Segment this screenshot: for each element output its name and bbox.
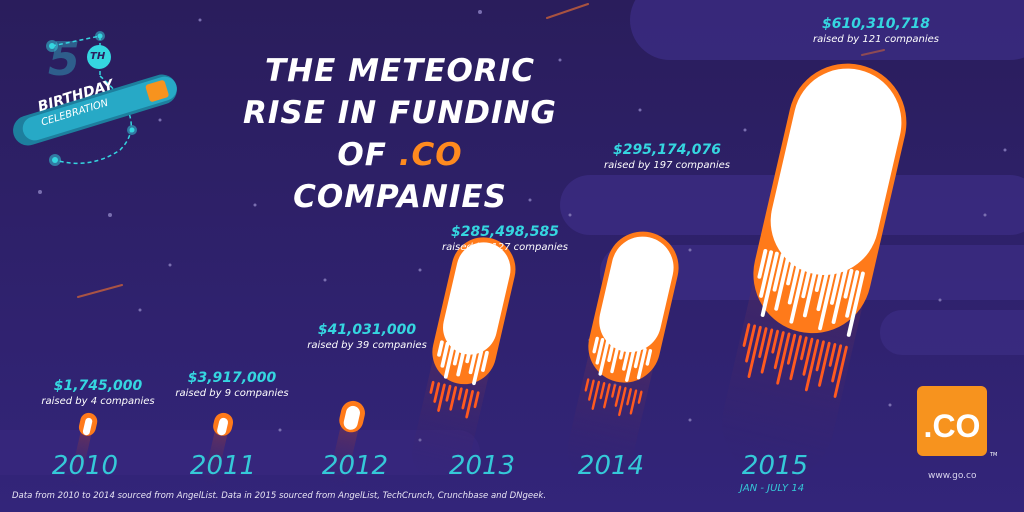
meteor-bar-2012 — [329, 400, 365, 487]
logo-trademark: TM — [990, 452, 998, 458]
website-url: www.go.co — [928, 471, 977, 481]
meteor-bar-2010 — [69, 412, 98, 487]
title-line-3-suffix: COMPANIES — [293, 179, 507, 215]
title-line-3-prefix: OF — [337, 137, 399, 173]
value-label-2012: $41,031,000 raised by 39 companies — [307, 322, 427, 352]
companies-count: raised by 9 companies — [175, 388, 289, 399]
year-label-2014: 2014 — [577, 451, 645, 481]
meteor-bar-2014 — [567, 231, 679, 483]
amount-value: $1,745,000 — [53, 378, 143, 394]
title-line-3: OF .CO COMPANIES — [235, 134, 565, 218]
year-label-2011: 2011 — [189, 451, 257, 481]
meteor-bars — [69, 63, 907, 487]
cloud-bands — [0, 0, 1024, 475]
value-label-2015: $610,310,718 raised by 121 companies — [813, 16, 939, 46]
shooting-stars — [77, 3, 885, 298]
stars — [38, 10, 1007, 442]
amount-value: $41,031,000 — [317, 322, 417, 338]
meteor-bar-2013 — [411, 237, 516, 483]
year-label-2015: 2015 — [741, 451, 809, 481]
amount-value: $285,498,585 — [450, 224, 560, 240]
value-label-2013: $285,498,585 raised by 127 companies — [442, 224, 568, 254]
companies-count: raised by 121 companies — [813, 34, 939, 45]
title-line-1: THE METEORIC — [265, 53, 535, 89]
co-logo: .CO — [917, 386, 987, 456]
companies-count: raised by 4 companies — [41, 396, 155, 407]
year-subtitle-2015: JAN - JULY 14 — [739, 483, 805, 494]
value-label-2011: $3,917,000 raised by 9 companies — [175, 370, 288, 400]
logo-text: .CO — [923, 408, 981, 444]
meteor-bar-2011 — [203, 412, 234, 487]
page-title: THE METEORIC RISE IN FUNDING OF .CO COMP… — [235, 50, 565, 218]
title-highlight: .CO — [398, 137, 463, 173]
amount-value: $295,174,076 — [612, 142, 722, 158]
year-label-2012: 2012 — [321, 451, 389, 481]
amount-value: $610,310,718 — [821, 16, 931, 32]
title-line-2: RISE IN FUNDING — [243, 95, 557, 131]
companies-count: raised by 127 companies — [442, 242, 568, 253]
year-label-2013: 2013 — [448, 451, 516, 481]
year-label-2010: 2010 — [51, 451, 119, 481]
source-footnote: Data from 2010 to 2014 sourced from Ange… — [12, 491, 547, 501]
amount-value: $3,917,000 — [187, 370, 277, 386]
badge-ordinal: TH — [90, 51, 106, 62]
companies-count: raised by 39 companies — [307, 340, 427, 351]
constellation-badge — [13, 31, 177, 166]
value-label-2014: $295,174,076 raised by 197 companies — [604, 142, 730, 172]
badge-number: 5 — [48, 32, 81, 86]
value-label-2010: $1,745,000 raised by 4 companies — [41, 378, 154, 408]
companies-count: raised by 197 companies — [604, 160, 730, 171]
meteor-bar-2015 — [722, 63, 907, 479]
